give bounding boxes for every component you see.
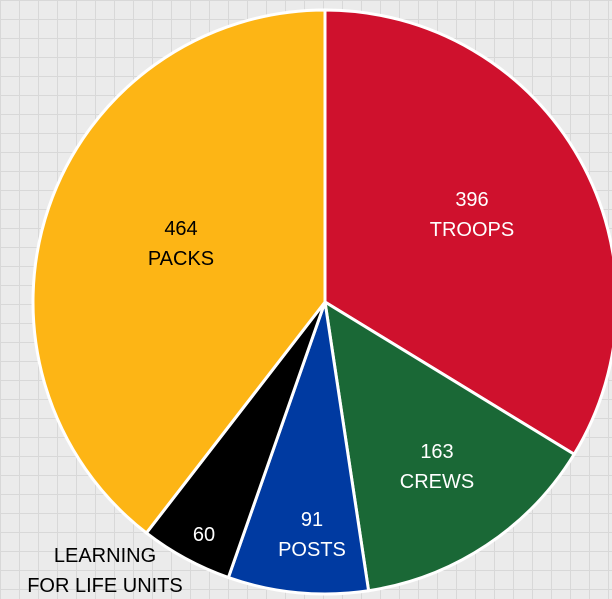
slice-value-packs: 464 [164, 218, 197, 240]
slice-value-crews: 163 [420, 441, 453, 463]
pie-slice-posts [226, 300, 371, 596]
pie-slice-crews [323, 300, 576, 593]
pie-slice-troops [323, 8, 612, 456]
pie-slice-packs [31, 8, 327, 535]
slice-label-packs: PACKS [148, 248, 214, 270]
pie-slices [31, 8, 612, 596]
slice-value-troops: 396 [455, 189, 488, 211]
slice-value-posts: 91 [301, 509, 323, 531]
slice-label-troops: TROOPS [430, 219, 514, 241]
slice-label-learning-for-life-units: LEARNING FOR LIFE UNITS [27, 545, 183, 597]
slice-value-learning-for-life-units: 60 [193, 524, 215, 546]
pie-labels: 396 TROOPS 163 CREWS 91 POSTS 60 LEARNING FOR LI… [27, 189, 514, 597]
slice-label-posts: POSTS [278, 539, 346, 561]
slice-label-crews: CREWS [400, 471, 474, 493]
